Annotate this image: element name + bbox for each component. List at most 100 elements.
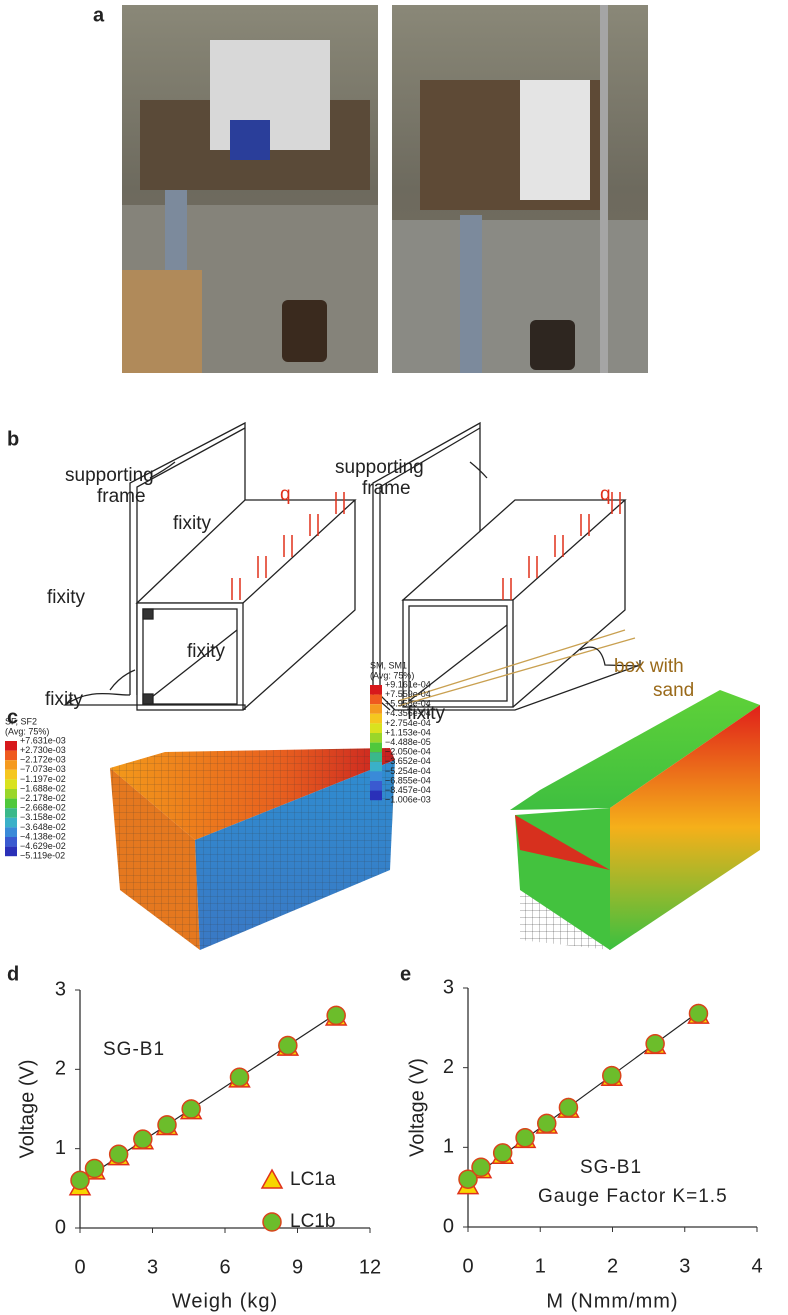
circle-marker	[181, 1099, 201, 1119]
x-tick-label: 9	[292, 1256, 303, 1278]
legend-swatch	[5, 808, 17, 818]
legend-label: +1.153e-04	[385, 727, 431, 737]
circle-marker	[645, 1034, 665, 1054]
label: supporting	[65, 465, 154, 486]
legend-swatch	[370, 781, 382, 791]
x-tick-label: 12	[359, 1256, 381, 1278]
legend-swatch	[5, 741, 17, 751]
label: fixity	[45, 689, 84, 710]
legend-label: −2.172e-03	[20, 755, 66, 765]
legend-label: LC1b	[290, 1211, 335, 1232]
legend-label: +2.730e-03	[20, 745, 66, 755]
y-tick-label: 1	[443, 1136, 454, 1158]
label: frame	[362, 478, 411, 499]
label: box with	[614, 656, 684, 677]
fe-model	[110, 748, 395, 950]
legend-label: −8.457e-04	[385, 785, 431, 795]
legend-label: −5.254e-04	[385, 766, 431, 776]
x-tick-label: 4	[751, 1255, 762, 1277]
label: frame	[97, 486, 146, 507]
legend-label: +7.559e-04	[385, 689, 431, 699]
photo	[122, 5, 378, 373]
legend-label: +4.356e-04	[385, 708, 431, 718]
legend-label: −3.648e-02	[20, 822, 66, 832]
y-tick-label: 0	[55, 1216, 66, 1238]
y-tick-label: 2	[55, 1058, 66, 1080]
panel-label: c	[7, 706, 18, 728]
legend-swatch	[370, 685, 382, 695]
photo	[392, 5, 648, 373]
y-tick-label: 0	[443, 1215, 454, 1237]
legend-label: −7.073e-03	[20, 764, 66, 774]
legend-swatch	[5, 750, 17, 761]
label: fixity	[407, 703, 446, 724]
panel-label: a	[93, 4, 105, 26]
label: fixity	[187, 641, 226, 662]
circle-marker	[688, 1003, 709, 1024]
legend-title: (Avg: 75%)	[5, 726, 49, 736]
label: fixity	[173, 513, 212, 534]
diagram-left	[62, 421, 357, 711]
legend-swatch	[370, 704, 382, 714]
legend-label: −1.688e-02	[20, 783, 66, 793]
legend-label: +2.754e-04	[385, 718, 431, 728]
annotation: SG-B1	[103, 1039, 165, 1060]
x-tick-label: 3	[679, 1255, 690, 1277]
y-axis-label: Voltage (V)	[16, 1060, 38, 1159]
legend-label: −2.668e-02	[20, 803, 66, 813]
legend-label: −1.006e-03	[385, 795, 431, 805]
annotation: Gauge Factor K=1.5	[538, 1186, 728, 1207]
y-tick-label: 1	[55, 1137, 66, 1159]
annotation: SG-B1	[580, 1157, 642, 1178]
legend-swatch	[370, 723, 382, 733]
legend-swatch	[5, 760, 17, 770]
legend-label: −5.119e-02	[20, 851, 65, 861]
label: q	[280, 484, 291, 505]
legend-label: +7.631e-03	[20, 735, 66, 745]
legend-label: −3.652e-04	[385, 756, 431, 766]
legend-swatch	[370, 761, 382, 772]
legend-swatch	[370, 742, 382, 753]
y-axis-label: Voltage (V)	[406, 1058, 428, 1157]
circle-marker	[133, 1129, 153, 1149]
circle-marker	[558, 1097, 579, 1118]
circle-marker	[108, 1144, 129, 1164]
circle-marker	[471, 1157, 491, 1177]
legend-label: +9.161e-04	[385, 679, 431, 689]
circle-marker	[602, 1065, 622, 1086]
legend-swatch	[5, 846, 17, 857]
x-axis-label: M (Nmm/mm)	[546, 1290, 678, 1312]
legend-label: +5.958e-04	[385, 699, 431, 709]
circle-marker	[515, 1128, 535, 1148]
x-tick-label: 1	[535, 1255, 546, 1277]
legend-swatch	[370, 790, 382, 801]
label: q	[600, 484, 611, 505]
x-tick-label: 0	[74, 1256, 85, 1278]
legend-label: −6.855e-04	[385, 775, 431, 785]
x-axis-label: Weigh (kg)	[172, 1290, 278, 1312]
legend-swatch	[370, 694, 382, 705]
legend-marker	[262, 1212, 282, 1232]
legend-title: SM, SM1	[370, 660, 407, 670]
legend-title: SF, SF2	[5, 716, 37, 726]
circle-marker	[70, 1170, 90, 1191]
legend-marker	[260, 1168, 284, 1189]
x-tick-label: 3	[147, 1256, 158, 1278]
y-tick-label: 2	[443, 1056, 454, 1078]
legend-swatch	[370, 733, 382, 743]
label: fixity	[47, 587, 86, 608]
circle-marker	[278, 1035, 298, 1056]
circle-marker	[157, 1115, 177, 1135]
legend-label: −2.050e-04	[385, 747, 431, 757]
legend-label: LC1a	[290, 1169, 336, 1190]
legend-label: −4.138e-02	[20, 831, 66, 841]
legend-swatch	[5, 837, 17, 847]
x-tick-label: 6	[219, 1256, 230, 1278]
panel-label: e	[400, 963, 411, 985]
legend-swatch	[5, 817, 17, 828]
legend-swatch	[5, 789, 17, 799]
y-tick-label: 3	[443, 976, 454, 998]
legend-swatch	[5, 827, 17, 837]
diagram-right	[372, 421, 641, 711]
